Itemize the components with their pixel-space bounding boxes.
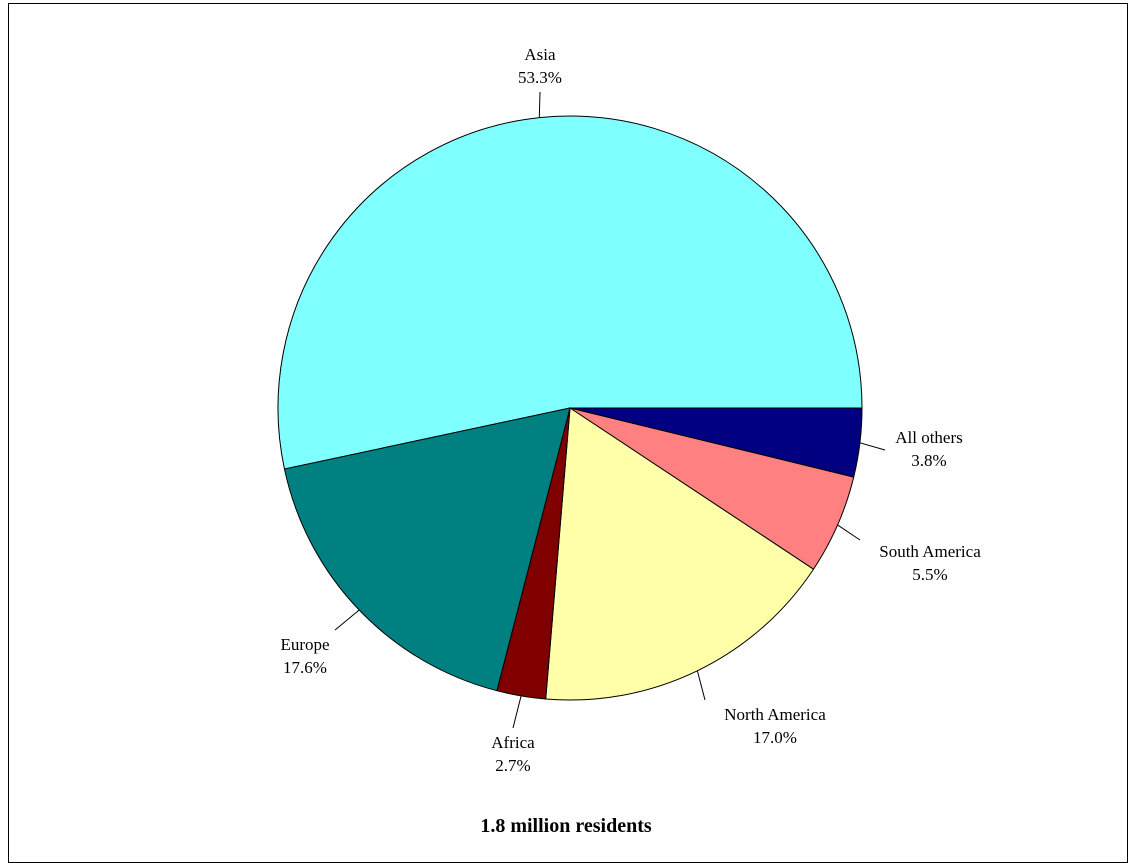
pie-slices	[277, 115, 863, 701]
pie-slice-asia	[277, 115, 863, 470]
leader-line-south-america	[837, 524, 861, 541]
slice-percent-all-others: 3.8%	[911, 451, 946, 470]
leader-lines	[334, 91, 886, 729]
chart-subtitle: 1.8 million residents	[480, 815, 652, 837]
slice-label-africa: Africa	[491, 733, 535, 752]
slice-label-north-america: North America	[724, 705, 826, 724]
slice-percent-asia: 53.3%	[518, 68, 562, 87]
slice-label-south-america: South America	[879, 542, 981, 561]
leader-line-north-america	[696, 670, 706, 701]
slice-label-asia: Asia	[524, 45, 556, 64]
slice-percent-south-america: 5.5%	[912, 565, 947, 584]
slice-labels: Asia 53.3% All others 3.8% South America 5.5%…	[280, 45, 981, 775]
pie-slice-europe	[283, 407, 571, 692]
leader-line-all-others	[859, 442, 886, 451]
leader-line-africa	[512, 695, 522, 729]
slice-percent-north-america: 17.0%	[753, 728, 797, 747]
leader-line-europe	[334, 609, 360, 631]
slice-percent-europe: 17.6%	[283, 658, 327, 677]
slice-label-all-others: All others	[895, 428, 963, 447]
slice-percent-africa: 2.7%	[495, 756, 530, 775]
slice-label-europe: Europe	[280, 635, 329, 654]
leader-line-asia	[538, 91, 541, 118]
